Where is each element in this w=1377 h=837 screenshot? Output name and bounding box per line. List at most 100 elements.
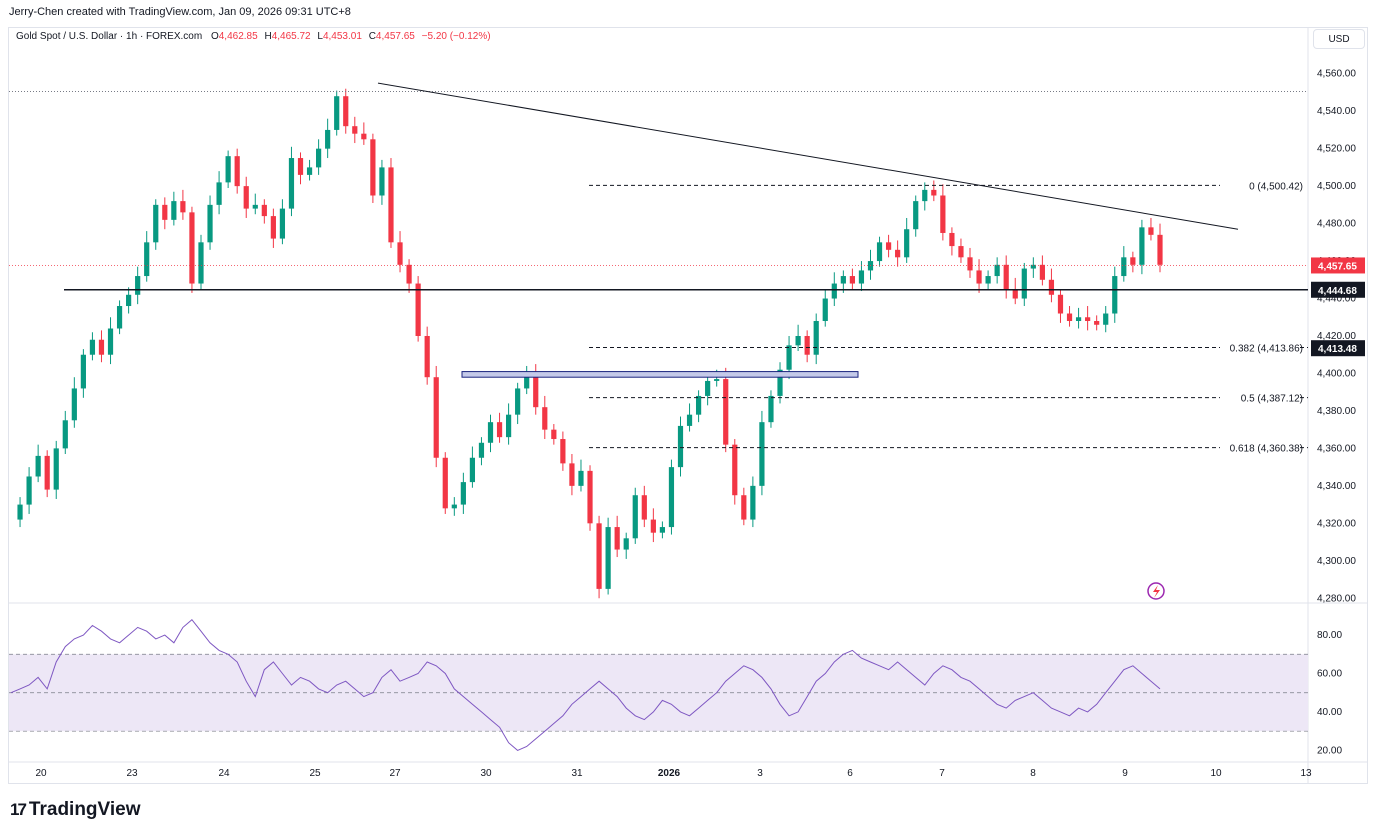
candle-body <box>433 377 439 458</box>
candle-body <box>885 242 892 250</box>
time-tick-label: 30 <box>480 768 492 779</box>
candle-body <box>632 495 638 539</box>
candle-body <box>379 167 385 196</box>
price-tick-label: 4,340.00 <box>1317 481 1356 492</box>
candle-body <box>306 167 313 175</box>
candle-body <box>388 167 394 243</box>
price-level-label: 4,444.68 <box>1318 286 1357 297</box>
candle-body <box>460 482 466 505</box>
symbol-legend[interactable]: Gold Spot / U.S. Dollar · 1h · FOREX.com… <box>16 31 491 42</box>
candle-body <box>334 96 340 130</box>
resistance-box <box>461 371 859 378</box>
candle-body <box>659 527 666 533</box>
candle-body <box>741 495 747 520</box>
candle-body <box>958 246 964 258</box>
high-label: H <box>264 31 272 42</box>
tradingview-logo[interactable]: 17 TradingView <box>10 799 141 821</box>
candle-body <box>876 242 883 262</box>
candle-body <box>750 485 756 520</box>
candle-body <box>922 189 928 202</box>
candle-body <box>1121 257 1127 277</box>
candle-body <box>107 328 114 355</box>
close-label: C <box>368 31 376 42</box>
candle-body <box>596 523 602 589</box>
chart-credit: Jerry-Chen created with TradingView.com,… <box>9 6 351 18</box>
tradingview-logo-icon: 17 <box>10 800 27 819</box>
candle-body <box>967 257 973 271</box>
rsi-tick-label: 60.00 <box>1317 669 1342 680</box>
candle-body <box>931 189 937 196</box>
fib-level-label: 0.382 (4,413.86) <box>1230 343 1303 354</box>
candle-body <box>297 158 304 175</box>
time-tick-label: 27 <box>389 768 401 779</box>
time-tick-label: 6 <box>847 768 853 779</box>
candle-body <box>840 276 846 284</box>
change-value: −5.20 (−0.12%) <box>421 31 491 42</box>
price-tick-label: 4,440.00 <box>1317 294 1356 305</box>
price-tick-label: 4,360.00 <box>1317 443 1356 454</box>
candle-body <box>478 442 485 458</box>
rsi-tick-label: 80.00 <box>1317 630 1342 641</box>
candle-body <box>650 519 656 533</box>
candle-body <box>135 276 141 295</box>
time-axis: 20 23 24 25 27 30 31 2026 3 6 7 8 9 10 13 <box>35 768 1312 779</box>
price-tick-label: 4,500.00 <box>1317 181 1356 192</box>
time-tick-label: 2026 <box>658 768 681 779</box>
rsi-panel: 80.00 60.00 40.00 20.00 <box>9 618 1342 756</box>
candle-body <box>469 457 476 483</box>
candle-body <box>397 242 403 265</box>
candle-body <box>777 369 783 396</box>
candle-body <box>1030 264 1036 269</box>
candle-body <box>243 186 249 209</box>
candle-body <box>35 455 41 477</box>
candle-body <box>976 270 982 284</box>
candle-body <box>496 422 503 438</box>
rsi-line <box>10 618 1161 751</box>
candle-body <box>533 373 539 408</box>
candle-body <box>89 339 96 355</box>
price-plot[interactable] <box>17 88 1163 599</box>
candle-body <box>524 373 530 389</box>
candle-body <box>17 504 23 520</box>
price-tick-label: 4,420.00 <box>1317 331 1356 342</box>
candle-body <box>849 276 855 284</box>
candle-body <box>126 294 132 307</box>
fib-level-label: 0.5 (4,387.12) <box>1241 394 1303 405</box>
axis-labels: 4,560.00 4,540.00 4,520.00 4,500.00 4,480.00… <box>1311 69 1365 604</box>
time-tick-label: 3 <box>757 768 763 779</box>
candle-body <box>361 133 367 140</box>
candle-body <box>505 414 512 438</box>
candle-body <box>1139 227 1145 265</box>
candle-body <box>542 407 548 430</box>
currency-button[interactable]: USD <box>1313 29 1365 49</box>
candle-body <box>62 420 68 449</box>
candle-body <box>768 395 774 423</box>
candle-body <box>207 204 213 243</box>
candle-body <box>695 395 702 415</box>
candle-body <box>343 96 349 127</box>
rsi-tick-label: 40.00 <box>1317 707 1342 718</box>
candle-body <box>1085 317 1091 322</box>
candle-body <box>180 201 186 213</box>
price-tick-label: 4,280.00 <box>1317 593 1356 604</box>
candle-body <box>913 201 919 230</box>
price-level-badge <box>1311 281 1365 298</box>
price-tick-label: 4,560.00 <box>1317 69 1356 80</box>
candle-body <box>442 457 448 509</box>
candle-body <box>677 425 684 468</box>
time-tick-label: 7 <box>939 768 945 779</box>
candle-body <box>804 335 810 355</box>
candle-body <box>895 249 901 258</box>
fib-level-label: 0.618 (4,360.38) <box>1230 444 1303 455</box>
rsi-band <box>9 654 1308 732</box>
candle-body <box>569 463 575 486</box>
candle-body <box>904 229 910 258</box>
candle-body <box>623 538 629 550</box>
time-tick-label: 10 <box>1210 768 1222 779</box>
candle-body <box>587 470 593 524</box>
lightning-icon[interactable] <box>1147 582 1165 600</box>
candle-body <box>1048 279 1055 295</box>
candle-body <box>759 422 765 486</box>
candle-body <box>1130 257 1136 265</box>
